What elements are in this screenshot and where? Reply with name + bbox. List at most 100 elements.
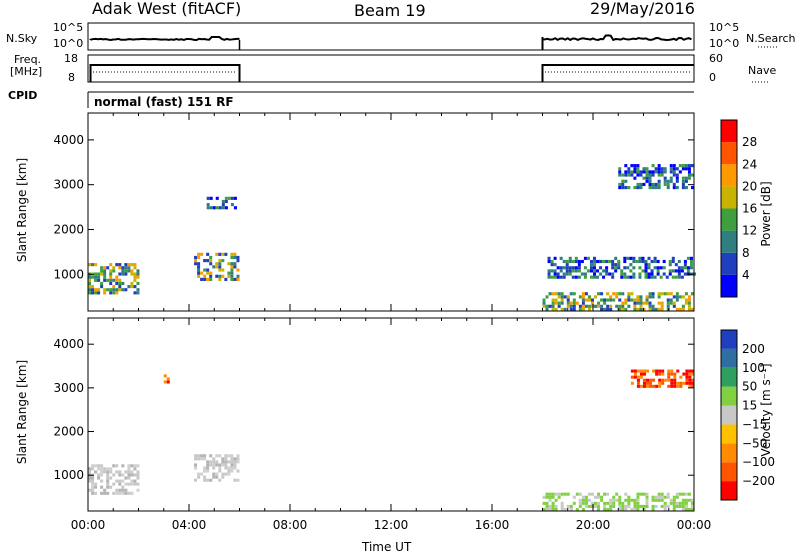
power-echo-cell: [657, 260, 660, 263]
power-colorbar-tick: 12: [742, 224, 757, 238]
power-echo-cell: [573, 305, 576, 308]
power-echo-cell: [630, 164, 633, 167]
power-echo-cell: [618, 298, 621, 301]
power-echo-cell: [133, 276, 136, 279]
power-echo-cell: [670, 177, 673, 180]
velocity-echo-cell: [209, 463, 212, 466]
velocity-echo-cell: [636, 499, 639, 502]
velocity-echo-cell: [673, 376, 676, 379]
power-echo-cell: [678, 269, 681, 272]
power-echo-cell: [638, 257, 641, 260]
power-echo-cell: [575, 260, 578, 263]
power-echo-cell: [672, 269, 675, 272]
velocity-echo-cell: [631, 370, 634, 373]
velocity-echo-cell: [579, 502, 582, 505]
power-echo-cell: [649, 183, 652, 186]
power-echo-cell: [648, 272, 651, 275]
power-echo-cell: [655, 183, 658, 186]
power-echo-cell: [582, 298, 585, 301]
velocity-echo-cell: [555, 499, 558, 502]
power-echo-cell: [654, 266, 657, 269]
velocity-echo-cell: [552, 496, 555, 499]
velocity-echo-cell: [591, 502, 594, 505]
velocity-echo-cell: [670, 379, 673, 382]
velocity-echo-cell: [640, 385, 643, 388]
power-echo-cell: [639, 302, 642, 305]
power-panel-frame: [88, 113, 694, 311]
power-echo-cell: [649, 170, 652, 173]
power-echo-cell: [582, 295, 585, 298]
velocity-echo-cell: [633, 499, 636, 502]
velocity-echo-cell: [670, 370, 673, 373]
power-echo-cell: [97, 288, 100, 291]
velocity-echo-cell: [646, 385, 649, 388]
velocity-echo-cell: [679, 505, 682, 508]
velocity-echo-cell: [612, 499, 615, 502]
velocity-echo-cell: [661, 382, 664, 385]
power-echo-cell: [623, 260, 626, 263]
power-echo-cell: [209, 262, 212, 265]
power-echo-cell: [103, 288, 106, 291]
power-echo-cell: [652, 292, 655, 295]
velocity-echo-cell: [194, 463, 197, 466]
power-echo-cell: [130, 269, 133, 272]
power-echo-cell: [632, 266, 635, 269]
power-echo-cell: [100, 266, 103, 269]
velocity-echo-cell: [224, 463, 227, 466]
velocity-echo-cell: [585, 499, 588, 502]
velocity-echo-cell: [115, 464, 118, 467]
velocity-echo-cell: [624, 493, 627, 496]
velocity-echo-cell: [621, 502, 624, 505]
velocity-echo-cell: [652, 505, 655, 508]
power-echo-cell: [648, 276, 651, 279]
velocity-echo-cell: [591, 505, 594, 508]
power-echo-cell: [546, 295, 549, 298]
power-echo-cell: [558, 295, 561, 298]
power-echo-cell: [627, 167, 630, 170]
velocity-echo-cell: [94, 486, 97, 489]
velocity-echo-cell: [658, 493, 661, 496]
velocity-echo-cell: [676, 385, 679, 388]
power-echo-cell: [670, 292, 673, 295]
velocity-echo-cell: [100, 486, 103, 489]
velocity-echo-cell: [236, 460, 239, 463]
power-echo-cell: [91, 263, 94, 266]
power-echo-cell: [673, 173, 676, 176]
power-echo-cell: [218, 268, 221, 271]
power-echo-cell: [234, 206, 237, 209]
velocity-echo-cell: [664, 502, 667, 505]
power-echo-cell: [579, 295, 582, 298]
power-echo-cell: [194, 256, 197, 259]
power-echo-cell: [569, 269, 572, 272]
velocity-echo-cell: [588, 505, 591, 508]
power-echo-cell: [664, 177, 667, 180]
power-echo-cell: [552, 305, 555, 308]
power-echo-cell: [197, 253, 200, 256]
power-echo-cell: [639, 298, 642, 301]
power-echo-cell: [133, 272, 136, 275]
power-echo-cell: [614, 266, 617, 269]
power-echo-cell: [617, 266, 620, 269]
power-echo-cell: [582, 302, 585, 305]
power-echo-cell: [197, 275, 200, 278]
power-echo-cell: [621, 173, 624, 176]
velocity-echo-cell: [112, 492, 115, 495]
power-echo-cell: [112, 279, 115, 282]
power-echo-cell: [207, 203, 210, 206]
power-echo-cell: [558, 292, 561, 295]
velocity-echo-cell: [200, 457, 203, 460]
time-tick-label: 16:00: [475, 518, 510, 532]
power-echo-cell: [127, 269, 130, 272]
power-echo-cell: [685, 177, 688, 180]
power-echo-cell: [136, 272, 139, 275]
power-echo-cell: [688, 164, 691, 167]
velocity-echo-cell: [127, 483, 130, 486]
power-echo-cell: [670, 298, 673, 301]
time-tick-label: 04:00: [172, 518, 207, 532]
velocity-echo-cell: [109, 477, 112, 480]
power-echo-cell: [684, 260, 687, 263]
power-echo-cell: [572, 266, 575, 269]
power-echo-cell: [597, 292, 600, 295]
power-echo-cell: [636, 173, 639, 176]
velocity-echo-cell: [646, 493, 649, 496]
